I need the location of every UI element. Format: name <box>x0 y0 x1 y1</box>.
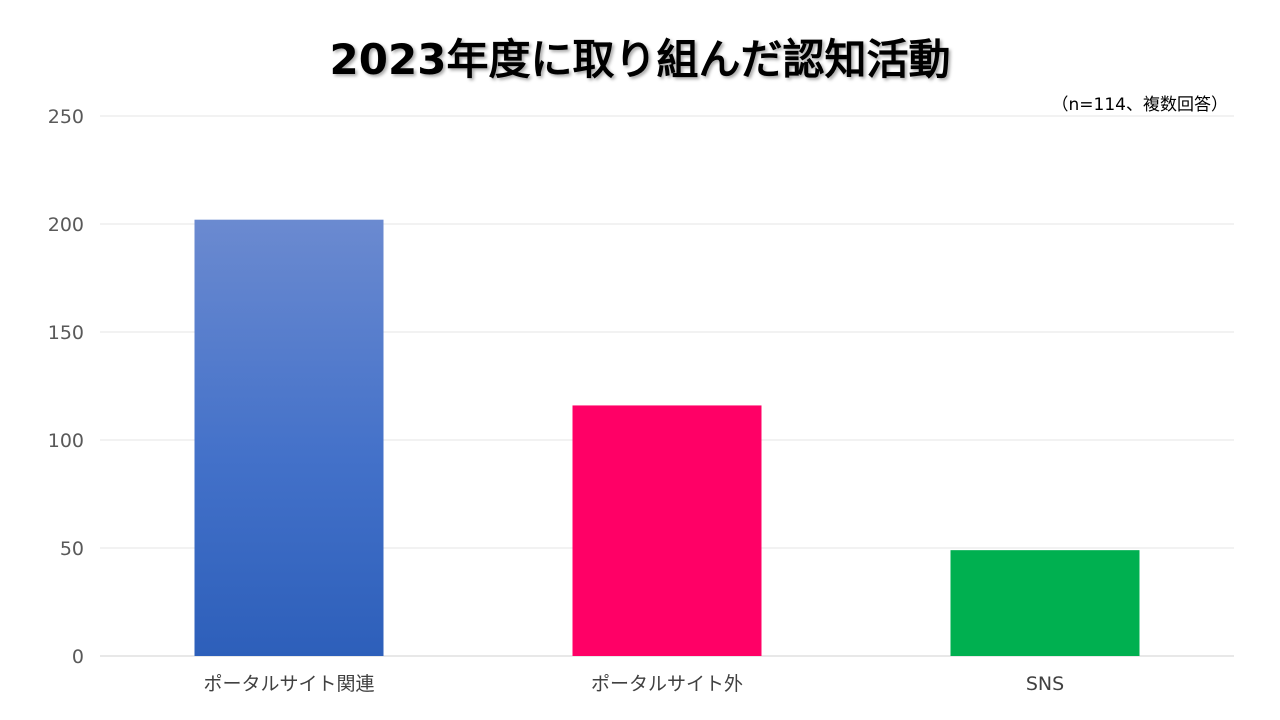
chart-title: 2023年度に取り組んだ認知活動 <box>329 35 951 84</box>
y-axis-ticks: 0 50 100 150 200 250 <box>48 106 84 668</box>
bar-2 <box>572 405 762 656</box>
y-tick-label: 50 <box>60 538 84 560</box>
y-tick-label: 0 <box>72 646 84 668</box>
y-tick-label: 150 <box>48 322 84 344</box>
bar-3 <box>950 550 1140 656</box>
sample-note: （n=114、複数回答） <box>1051 95 1228 115</box>
category-label: ポータルサイト外 <box>591 673 743 695</box>
y-tick-label: 100 <box>48 430 84 452</box>
bars <box>194 219 1140 656</box>
y-tick-label: 250 <box>48 106 84 128</box>
category-label: SNS <box>1026 673 1064 695</box>
bar-1 <box>194 219 384 656</box>
category-label: ポータルサイト関連 <box>203 673 374 695</box>
y-tick-label: 200 <box>48 214 84 236</box>
x-axis-categories: ポータルサイト関連 ポータルサイト外 SNS <box>203 673 1064 695</box>
